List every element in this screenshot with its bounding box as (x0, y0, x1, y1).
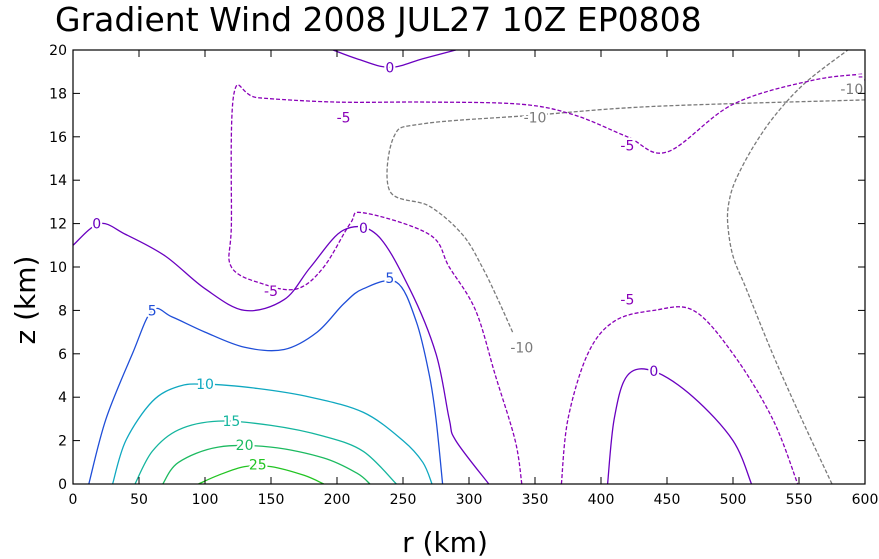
contour-0-label: 0 (359, 221, 368, 237)
y-tick-label: 12 (49, 217, 67, 233)
contour-neg5-label: -5 (858, 69, 872, 85)
contour-20-line (162, 444, 371, 484)
contour-0-label: 0 (649, 364, 658, 380)
plot-frame (72, 49, 866, 485)
y-tick-label: 6 (58, 347, 67, 363)
x-tick-label: 100 (192, 492, 219, 508)
contour-25-label: 25 (249, 457, 267, 473)
contour-5-label: 5 (385, 271, 394, 287)
chart-title: Gradient Wind 2008 JUL27 10Z EP0808 (55, 0, 702, 39)
contour-20-label: 20 (236, 438, 254, 454)
contour-5-label: 5 (148, 303, 157, 319)
x-tick-label: 300 (456, 492, 483, 508)
x-tick-label: 250 (390, 492, 417, 508)
x-tick-label: 200 (324, 492, 351, 508)
contour-0-line (332, 50, 456, 69)
contour-neg10-label: -10 (510, 340, 533, 356)
contour-0-line (73, 222, 490, 484)
contour-0-line (606, 368, 753, 484)
y-tick-label: 16 (49, 130, 67, 146)
contour-neg5-label: -5 (264, 284, 278, 300)
contour-0-label: 0 (92, 217, 101, 233)
contour-neg10-line (726, 50, 849, 484)
contour-25-line (198, 464, 325, 484)
contour-5-line (88, 279, 444, 484)
x-tick-label: 0 (69, 492, 78, 508)
y-tick-label: 8 (58, 303, 67, 319)
x-tick-label: 550 (786, 492, 813, 508)
contour-neg5-label: -5 (337, 110, 351, 126)
y-tick-label: 2 (58, 434, 67, 450)
contour-neg10-line (386, 99, 865, 333)
contour-neg10-label: -10 (524, 110, 547, 126)
x-axis: 0 50 100 150 200 250 300 350 400 450 500 550 600 (69, 50, 879, 508)
contour-10-line (111, 383, 433, 484)
contour-neg5-line (560, 306, 799, 484)
y-tick-label: 4 (58, 390, 67, 406)
y-axis: 0 2 4 6 8 10 12 14 16 18 20 (49, 43, 865, 493)
y-axis-label: z (km) (9, 256, 42, 345)
x-axis-label: r (km) (402, 526, 488, 559)
contour-neg5-label: -5 (620, 138, 634, 154)
y-tick-label: 20 (49, 43, 67, 59)
contour-15-line (134, 420, 397, 484)
x-tick-label: 150 (258, 492, 285, 508)
contour-neg10-label: -10 (840, 82, 863, 98)
x-tick-label: 50 (130, 492, 148, 508)
y-tick-label: 14 (49, 173, 67, 189)
contour-15-label: 15 (222, 414, 240, 430)
y-tick-label: 10 (49, 260, 67, 276)
x-tick-label: 500 (720, 492, 747, 508)
contour-10-label: 10 (196, 377, 214, 393)
y-tick-label: 18 (49, 86, 67, 102)
y-tick-label: 0 (58, 477, 67, 493)
contour-0-label: 0 (385, 60, 394, 76)
contour-neg5-line (228, 73, 865, 484)
x-tick-label: 600 (852, 492, 879, 508)
contour-neg5-label: -5 (620, 293, 634, 309)
x-tick-label: 350 (522, 492, 549, 508)
x-tick-label: 450 (654, 492, 681, 508)
x-tick-label: 400 (588, 492, 615, 508)
